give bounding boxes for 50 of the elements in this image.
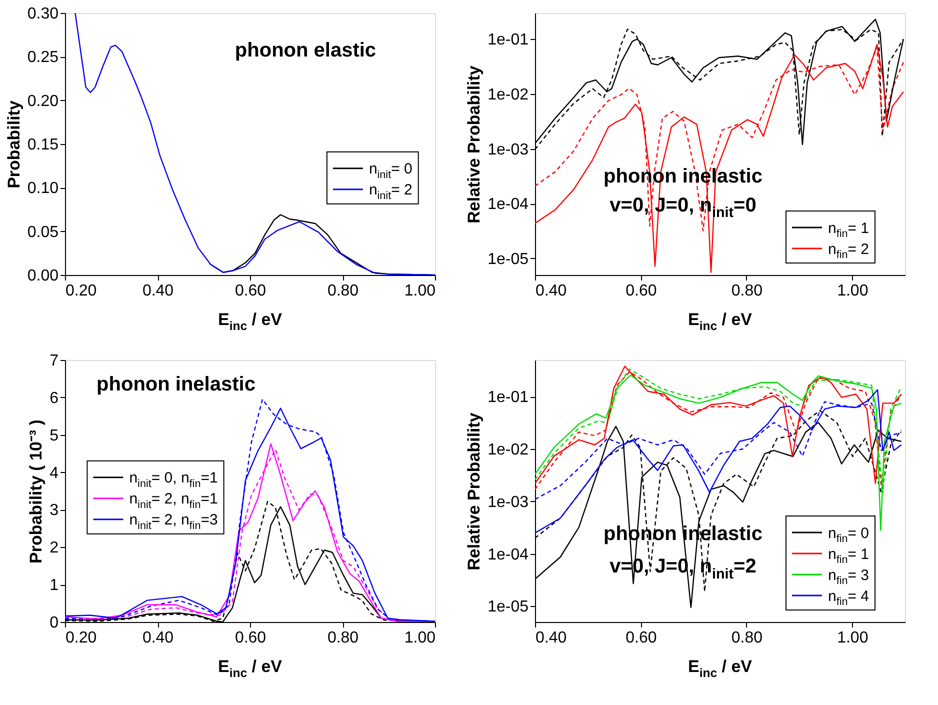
x-tick-label: 0.20 <box>66 282 97 300</box>
annotation: phonon elastic <box>234 40 376 62</box>
y-tick-label: 0.00 <box>27 268 59 284</box>
y-tick-label: 1e-02 <box>488 442 529 459</box>
x-tick-label: 0.60 <box>234 282 266 300</box>
y-tick-label: 1e-01 <box>488 32 529 49</box>
y-tick-label: 6 <box>50 390 59 407</box>
y-tick-label: 0.30 <box>27 6 59 22</box>
x-tick-label: 0.40 <box>142 630 174 646</box>
x-tick-label: 1.00 <box>404 282 436 300</box>
x-tick-label: 0.20 <box>66 630 97 646</box>
x-tick-label: 0.40 <box>536 282 567 300</box>
y-tick-label: 1e-02 <box>488 86 529 104</box>
x-tick-label: 0.80 <box>327 630 359 646</box>
x-tick-label: 0.40 <box>142 282 174 300</box>
x-tick-label: 0.40 <box>536 630 567 646</box>
y-tick-label: 0.10 <box>27 180 59 198</box>
y-axis-title: Probability ( 10⁻³ ) <box>26 420 46 564</box>
x-tick-label: 0.60 <box>626 282 657 300</box>
y-tick-label: 1e-03 <box>488 141 529 158</box>
y-axis-title: Relative Probability <box>464 412 484 570</box>
y-tick-label: 7 <box>50 352 59 370</box>
x-tick-label: 0.80 <box>731 282 763 300</box>
y-tick-label: 1e-05 <box>488 250 529 268</box>
y-tick-label: 5 <box>50 427 59 444</box>
y-tick-label: 1e-04 <box>488 546 529 564</box>
x-tick-label: 1.00 <box>837 630 868 646</box>
y-tick-label: 0.05 <box>27 224 59 241</box>
y-tick-label: 1e-01 <box>488 389 529 406</box>
y-tick-label: 0 <box>50 614 59 632</box>
x-tick-label: 1.00 <box>837 282 868 300</box>
x-tick-label: 0.80 <box>327 282 359 300</box>
y-tick-label: 0.15 <box>27 136 59 154</box>
x-tick-label: 0.60 <box>626 630 657 646</box>
x-tick-label: 0.60 <box>234 630 266 646</box>
line-series <box>535 44 904 273</box>
x-tick-label: 1.00 <box>404 630 436 646</box>
annotation: phonon inelastic <box>96 374 256 396</box>
x-tick-label: 0.80 <box>731 630 763 646</box>
y-tick-label: 0.25 <box>27 49 59 66</box>
y-axis-title: Relative Probability <box>464 65 484 224</box>
y-tick-label: 0.20 <box>27 92 59 110</box>
y-tick-label: 4 <box>50 464 59 482</box>
y-axis-title: Probability <box>4 100 24 188</box>
y-tick-label: 1 <box>50 577 59 594</box>
y-tick-label: 1e-05 <box>488 598 529 616</box>
y-tick-label: 1e-04 <box>488 196 529 214</box>
y-tick-label: 2 <box>50 540 59 557</box>
y-tick-label: 3 <box>50 502 59 520</box>
y-tick-label: 1e-03 <box>488 494 529 511</box>
